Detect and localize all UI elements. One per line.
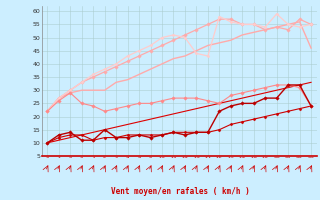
Text: Vent moyen/en rafales ( km/h ): Vent moyen/en rafales ( km/h ) <box>111 187 250 196</box>
